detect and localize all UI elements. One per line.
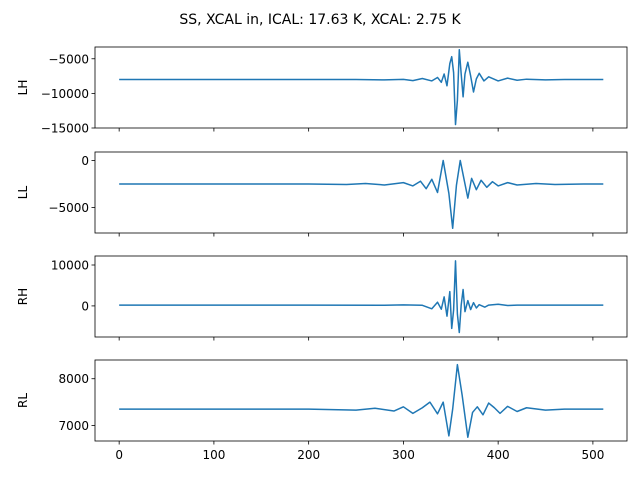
x-tick-label: 500 <box>581 448 604 462</box>
axes-frame <box>94 359 628 442</box>
axes-frame <box>94 151 628 234</box>
subplot-rh: 0 10000 RH <box>16 255 628 341</box>
y-tick-label: 7000 <box>58 419 89 433</box>
series-line-rh <box>119 260 604 334</box>
axes-frame <box>94 46 628 129</box>
y-tick-label: −15000 <box>41 122 89 136</box>
y-tick-label: −10000 <box>41 87 89 101</box>
x-tick-label: 200 <box>297 448 320 462</box>
x-tick-label: 100 <box>202 448 225 462</box>
subplot-lh: −15000 −10000 −5000 LH <box>16 46 628 136</box>
subplot-rl: 7000 8000 0 100 200 300 400 500 RL <box>16 359 628 462</box>
y-tick-label: 10000 <box>51 259 89 273</box>
y-axis-label: LL <box>16 186 30 200</box>
y-tick-label: −5000 <box>48 201 89 215</box>
y-tick-label: −5000 <box>48 52 89 66</box>
x-tick-label: 400 <box>487 448 510 462</box>
subplot-ll: −5000 0 LL <box>16 151 628 237</box>
series-line-lh <box>119 49 604 126</box>
series-line-rl <box>119 363 604 438</box>
y-axis-label: RH <box>16 288 30 305</box>
axes-frame <box>94 255 628 338</box>
y-axis-label: RL <box>16 393 30 408</box>
series-line-ll <box>119 159 604 230</box>
y-tick-label: 8000 <box>58 372 89 386</box>
y-tick-label: 0 <box>81 154 89 168</box>
x-tick-label: 300 <box>392 448 415 462</box>
figure-title: SS, XCAL in, ICAL: 17.63 K, XCAL: 2.75 K <box>179 12 461 28</box>
y-tick-label: 0 <box>81 299 89 313</box>
subplots: −15000 −10000 −5000 LH −5000 0 LL 0 10000 RH 7000 8… <box>16 46 628 462</box>
x-tick-label: 0 <box>115 448 123 462</box>
y-axis-label: LH <box>16 80 30 96</box>
